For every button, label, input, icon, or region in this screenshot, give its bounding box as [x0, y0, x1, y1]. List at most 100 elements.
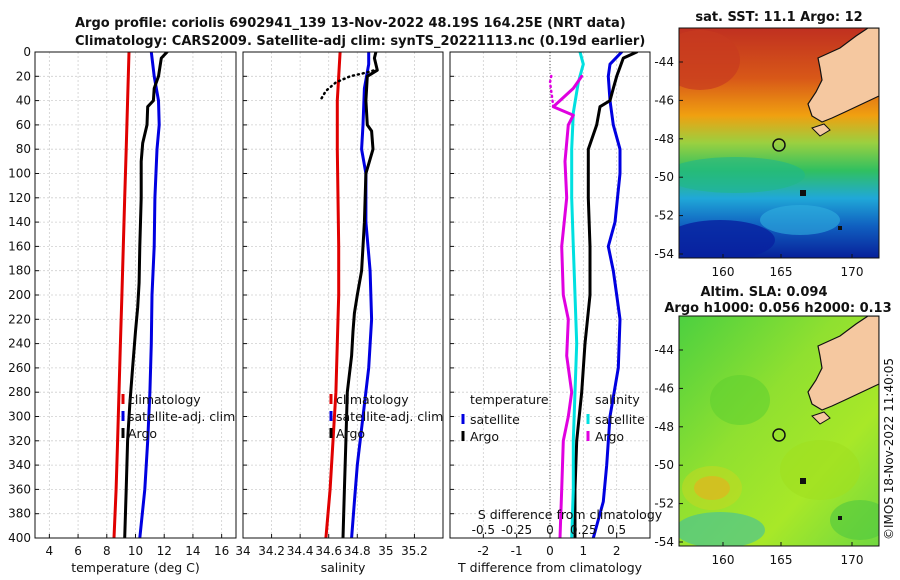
series-s-argo-upper-dotted [548, 72, 555, 108]
map2-lat-label-50: -50 [654, 458, 674, 472]
ytick-label-60: 60 [16, 118, 31, 132]
temperature-xlabel: temperature (deg C) [71, 560, 200, 575]
ytick-label-200: 200 [8, 288, 31, 302]
salinity-axes-frame [242, 51, 444, 539]
legend-label-s-argo: Argo [595, 429, 624, 444]
map2-lon-label-165: 165 [770, 553, 793, 567]
map1-lon-label-170: 170 [841, 265, 864, 279]
map2-lat-label-46: -46 [654, 381, 674, 395]
legend-label-t-argo: Argo [470, 429, 499, 444]
series-climatology [324, 52, 342, 538]
series-climatology [112, 52, 131, 538]
sla-map: Altim. SLA: 0.094 Argo h1000: 0.056 h200… [654, 285, 891, 567]
difference-panel: -2 -1 0 1 2 T difference from climatology S di… [449, 51, 663, 575]
ytick-label-340: 340 [8, 458, 31, 472]
map2-lon-label-160: 160 [712, 553, 735, 567]
series-satellite-adj-clim [138, 52, 161, 538]
map1-lat-label-48: -48 [654, 132, 674, 146]
land-shape [807, 28, 879, 123]
difference-axes-frame [449, 51, 651, 539]
ytick-label-320: 320 [8, 434, 31, 448]
series-t-satellite [591, 52, 624, 538]
map2-lat-label-52: -52 [654, 497, 674, 511]
ytick-label-220: 220 [8, 312, 31, 326]
xtick-label-10: 10 [128, 544, 143, 558]
figure-title-line1: Argo profile: coriolis 6902941_139 13-No… [75, 16, 626, 31]
ytick-label-100: 100 [8, 167, 31, 181]
difference-series-group [548, 52, 639, 538]
legend-title-salinity: salinity [595, 392, 640, 407]
difference-xlabel: T difference from climatology [457, 560, 643, 575]
difference-xlabel-top: S difference from climatology [478, 507, 663, 522]
ytick-label-160: 160 [8, 239, 31, 253]
ytick-label-240: 240 [8, 337, 31, 351]
legend-label-argo: Argo [128, 426, 157, 441]
series-s-argo [551, 74, 584, 538]
xtick-label-1: -1 [511, 544, 523, 558]
sst-map: sat. SST: 11.1 Argo: 12 -44 -46 -48 -50 -52 -… [654, 10, 880, 279]
ytick-label-20: 20 [16, 69, 31, 83]
legend-title-temperature: temperature [470, 392, 549, 407]
temperature-axes-frame [34, 51, 237, 539]
xtick-label-2: 2 [613, 544, 621, 558]
xtick-label-12: 12 [157, 544, 172, 558]
credit-text: ©IMOS 18-Nov-2022 11:40:05 [882, 358, 896, 540]
ytick-label-360: 360 [8, 482, 31, 496]
xtick-label-35-2: 35.2 [401, 544, 428, 558]
sla-map-subtitle: Argo h1000: 0.056 h2000: 0.13 [664, 301, 891, 316]
legend-label-argo: Argo [336, 426, 365, 441]
legend-label-climatology: climatology [128, 392, 201, 407]
map1-lat-label-46: -46 [654, 93, 674, 107]
legend-label-climatology: climatology [336, 392, 409, 407]
series-argo [341, 52, 379, 538]
series-s-satellite [570, 52, 585, 538]
salinity-panel: 34 34.2 34.4 34.6 34.8 35 35.2 salinity climatol… [235, 51, 444, 575]
xtick-label-34-8: 34.8 [344, 544, 371, 558]
ytick-label-400: 400 [8, 531, 31, 545]
ytick-label-260: 260 [8, 361, 31, 375]
xtick-top-label-0-5: 0.5 [607, 523, 626, 537]
argo-position-marker [772, 138, 786, 152]
map1-lon-label-160: 160 [712, 265, 735, 279]
xtick-top-label-0-25: 0.25 [570, 523, 597, 537]
series-argo [123, 52, 169, 538]
xtick-label-8: 8 [103, 544, 111, 558]
ytick-label-140: 140 [8, 215, 31, 229]
legend-label-t-satellite: satellite [470, 412, 520, 427]
xtick-label-1: 1 [580, 544, 588, 558]
ytick-label-80: 80 [16, 142, 31, 156]
ytick-label-40: 40 [16, 94, 31, 108]
ytick-label-300: 300 [8, 410, 31, 424]
series-t-argo [573, 52, 639, 538]
salinity-series-group [320, 52, 379, 538]
xtick-label-0: 0 [546, 544, 554, 558]
xtick-top-label-0-25: -0.25 [501, 523, 532, 537]
map1-lat-label-52: -52 [654, 209, 674, 223]
ytick-label-180: 180 [8, 264, 31, 278]
salinity-xlabel: salinity [321, 560, 366, 575]
legend-label-s-satellite: satellite [595, 412, 645, 427]
xtick-top-label-0: 0 [546, 523, 554, 537]
map1-lat-label-50: -50 [654, 170, 674, 184]
series-satellite-adj-clim [350, 52, 374, 538]
xtick-label-34-4: 34.4 [287, 544, 314, 558]
ytick-label-0: 0 [23, 45, 31, 59]
ytick-label-120: 120 [8, 191, 31, 205]
sst-map-title: sat. SST: 11.1 Argo: 12 [695, 10, 862, 25]
map2-lat-label-44: -44 [654, 343, 674, 357]
figure-title-line2: Climatology: CARS2009. Satellite-adj cli… [75, 34, 645, 49]
argo-position-marker-sla [772, 428, 786, 442]
ytick-label-280: 280 [8, 385, 31, 399]
xtick-label-4: 4 [46, 544, 54, 558]
xtick-label-16: 16 [214, 544, 229, 558]
xtick-label-34-6: 34.6 [315, 544, 342, 558]
series-argo-upper-dotted [320, 68, 376, 100]
xtick-label-34: 34 [235, 544, 250, 558]
xtick-top-label-0-5: -0.5 [472, 523, 495, 537]
sla-map-title: Altim. SLA: 0.094 [701, 285, 828, 300]
map1-lat-label-44: -44 [654, 55, 674, 69]
map1-lon-label-165: 165 [770, 265, 793, 279]
legend-label-satellite-adj-clim: satellite-adj. clim [128, 409, 235, 424]
ytick-label-380: 380 [8, 507, 31, 521]
xtick-label-34-2: 34.2 [258, 544, 285, 558]
